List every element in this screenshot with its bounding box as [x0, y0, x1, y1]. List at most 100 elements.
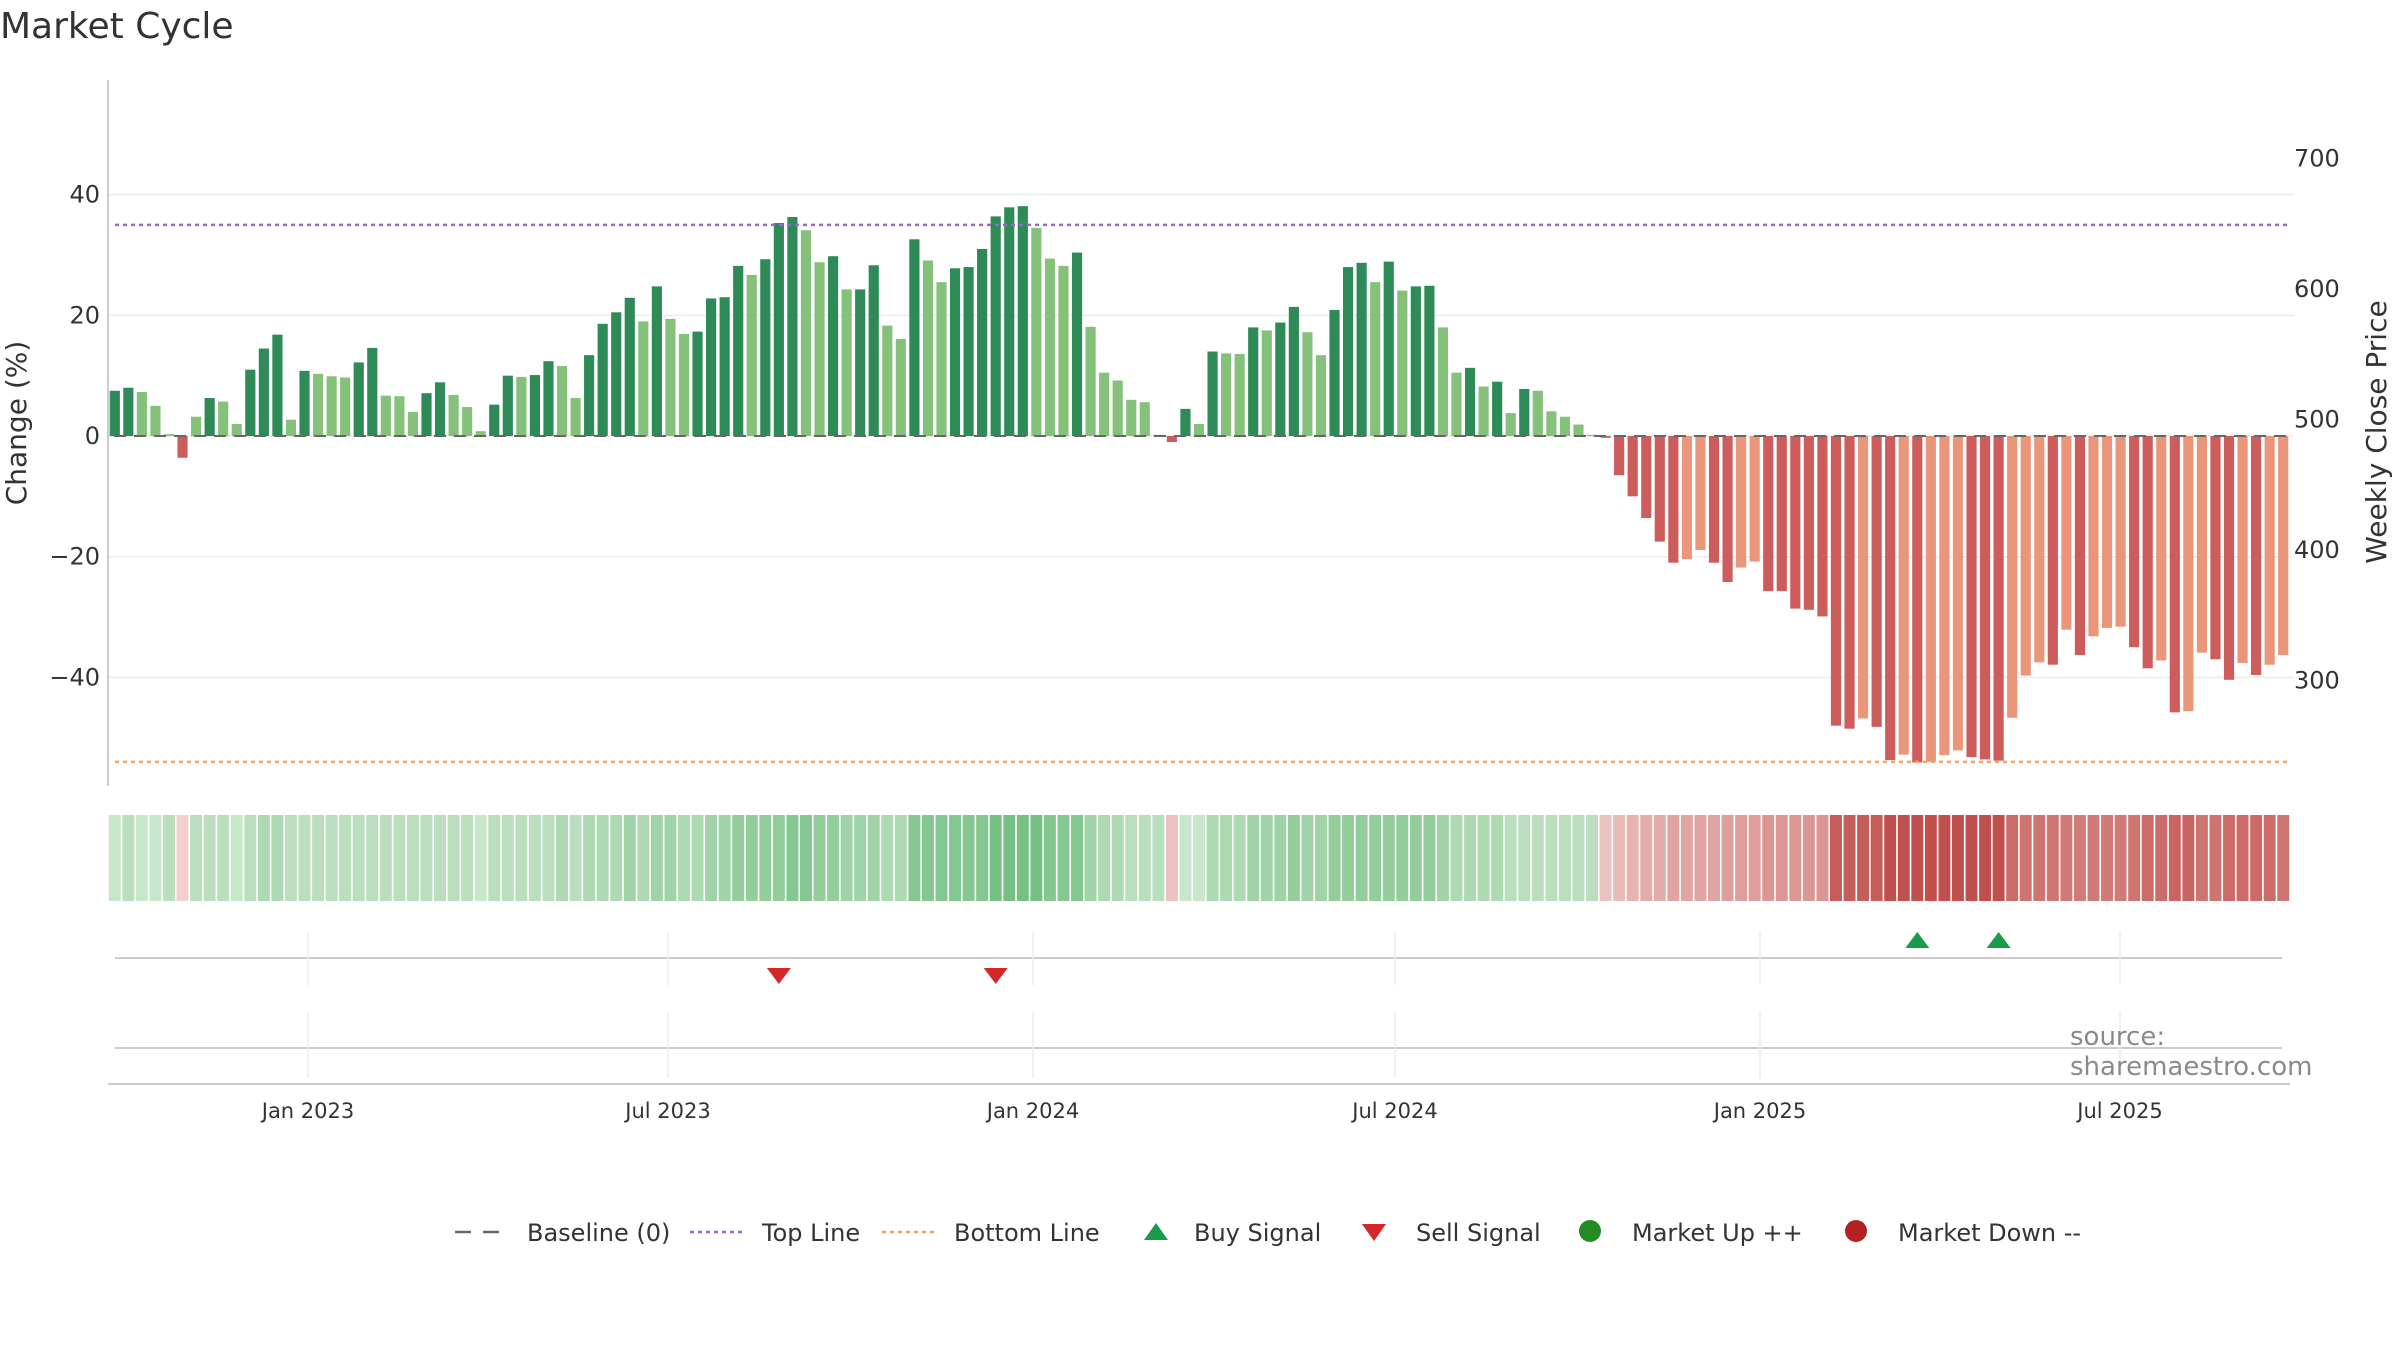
heat-cell: [1314, 815, 1327, 901]
heat-cell: [1911, 815, 1924, 901]
heat-cell: [1816, 815, 1829, 901]
bar: [1830, 436, 1842, 726]
bar: [1261, 330, 1272, 437]
heat-cell: [501, 815, 514, 901]
bar: [1492, 381, 1503, 437]
heat-cell: [569, 815, 582, 901]
bar: [936, 282, 947, 437]
bar: [1979, 436, 1991, 760]
bar: [258, 348, 269, 437]
heat-cell: [664, 815, 677, 901]
bar: [109, 390, 120, 437]
bar: [800, 230, 812, 437]
heat-cell: [1653, 815, 1666, 901]
heat-cell: [1965, 815, 1978, 901]
bar: [299, 370, 310, 437]
heat-cell: [678, 815, 690, 901]
heat-cell: [1504, 815, 1517, 901]
bar: [1302, 332, 1313, 437]
heat-cell: [1260, 815, 1273, 901]
heat-cell: [867, 815, 880, 901]
heat-cell: [1897, 815, 1910, 901]
bar: [1790, 436, 1801, 609]
legend-marker-market: [1845, 1220, 1867, 1242]
heat-cell: [827, 815, 840, 901]
bar: [1288, 306, 1299, 437]
heat-cell: [1694, 815, 1707, 901]
bar: [1356, 262, 1367, 437]
right-tick-label: 500: [2294, 406, 2340, 434]
heat-cell: [1247, 815, 1260, 901]
right-axis-title: Weekly Close Price: [2360, 300, 2393, 563]
heat-cell: [2195, 815, 2208, 901]
bar: [760, 259, 771, 437]
heat-cell: [1003, 815, 1016, 901]
heat-cell: [2223, 815, 2235, 901]
heat-cell: [2141, 815, 2154, 901]
heat-cell: [1301, 815, 1314, 901]
bar: [1342, 267, 1354, 437]
heat-cell: [583, 815, 596, 901]
heat-cell: [1789, 815, 1802, 901]
bar: [1776, 436, 1787, 592]
heat-cell: [434, 815, 447, 901]
bar: [773, 223, 784, 437]
heat-cell: [1775, 815, 1788, 901]
heat-cell: [2060, 815, 2073, 901]
bar: [746, 274, 757, 437]
bar: [529, 375, 540, 437]
bar: [692, 331, 703, 437]
heat-cell: [1071, 815, 1084, 901]
heat-cell: [352, 815, 365, 901]
heat-cell: [732, 815, 745, 901]
heat-cell: [2019, 815, 2032, 901]
heat-cell: [2209, 815, 2222, 901]
bar: [651, 286, 662, 437]
bar: [2183, 436, 2194, 712]
axis-layer: 40 20 0 −20 −40 700 600 500 400 300 Change (%) Week…: [0, 80, 2393, 786]
legend-label: Bottom Line: [954, 1219, 1100, 1247]
bar: [1424, 285, 1435, 437]
x-tick-label: Jul 2025: [2075, 1099, 2162, 1123]
bar: [1573, 424, 1584, 437]
bar: [462, 407, 473, 437]
bar: [1885, 436, 1896, 761]
bar: [1925, 436, 1936, 762]
bar: [502, 375, 513, 437]
bar: [1315, 355, 1327, 437]
heat-cell: [1125, 815, 1138, 901]
bar: [231, 423, 242, 437]
heat-cell: [217, 815, 230, 901]
bar: [1166, 436, 1177, 443]
bar: [1898, 436, 1909, 755]
heat-cell: [1667, 815, 1680, 901]
heat-cell: [1721, 815, 1734, 901]
bar: [1532, 390, 1543, 437]
heat-cell: [1491, 815, 1504, 901]
legend-label: Top Line: [761, 1219, 860, 1247]
bar: [2061, 436, 2072, 630]
bar: [1397, 290, 1408, 437]
bars-layer: [109, 206, 2289, 763]
heat-cell: [1369, 815, 1382, 901]
heat-cell: [420, 815, 433, 901]
heat-cell: [284, 815, 297, 901]
bar: [909, 239, 920, 437]
heat-strip: [108, 815, 2290, 901]
heat-cell: [149, 815, 162, 901]
bar: [977, 248, 988, 437]
bar: [2020, 436, 2031, 676]
bar: [1966, 436, 1977, 758]
heat-cell: [339, 815, 352, 901]
bar: [543, 361, 554, 437]
bar: [611, 312, 622, 437]
heat-cell: [705, 815, 718, 901]
legend-label: Sell Signal: [1416, 1219, 1541, 1247]
bar: [2237, 436, 2248, 663]
bar: [1681, 436, 1692, 560]
heat-cell: [1436, 815, 1449, 901]
legend[interactable]: Baseline (0) Top Line Bottom Line Buy Signa…: [455, 1219, 2081, 1247]
bar: [1817, 436, 1828, 617]
heat-cell: [1382, 815, 1395, 901]
bar: [204, 398, 215, 437]
